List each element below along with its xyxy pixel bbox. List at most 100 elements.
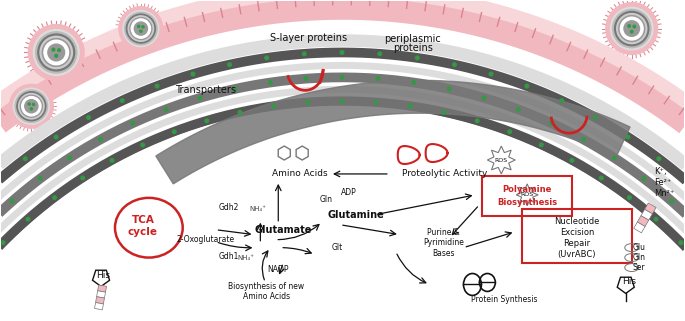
Circle shape bbox=[52, 48, 55, 51]
Circle shape bbox=[630, 30, 633, 33]
Circle shape bbox=[15, 90, 47, 122]
Text: Excision: Excision bbox=[560, 228, 594, 237]
Circle shape bbox=[132, 19, 151, 38]
Text: Mn²⁺: Mn²⁺ bbox=[653, 189, 674, 198]
Circle shape bbox=[624, 21, 640, 36]
Circle shape bbox=[22, 97, 41, 116]
Circle shape bbox=[191, 72, 195, 76]
Circle shape bbox=[134, 22, 147, 35]
Circle shape bbox=[119, 7, 163, 50]
Text: S-layer proteins: S-layer proteins bbox=[270, 32, 347, 43]
Polygon shape bbox=[296, 146, 308, 160]
Circle shape bbox=[25, 100, 38, 113]
Circle shape bbox=[30, 108, 32, 110]
Circle shape bbox=[453, 63, 456, 66]
Text: NH₄⁺: NH₄⁺ bbox=[250, 206, 267, 212]
Circle shape bbox=[32, 103, 35, 106]
Text: Transporters: Transporters bbox=[175, 85, 236, 95]
Circle shape bbox=[619, 16, 645, 41]
Text: Repair: Repair bbox=[564, 239, 590, 248]
Bar bbox=[97, 291, 105, 298]
Circle shape bbox=[138, 25, 140, 28]
Circle shape bbox=[549, 121, 553, 125]
Text: Purine &
Pyrimidine
Bases: Purine & Pyrimidine Bases bbox=[423, 228, 464, 257]
Circle shape bbox=[131, 121, 134, 125]
Circle shape bbox=[110, 159, 114, 162]
Circle shape bbox=[408, 104, 412, 108]
Circle shape bbox=[606, 3, 658, 55]
Text: Ser: Ser bbox=[632, 263, 645, 272]
Text: Glutamine: Glutamine bbox=[327, 210, 384, 220]
Text: (UvrABC): (UvrABC) bbox=[558, 250, 596, 259]
Text: Fe²⁺: Fe²⁺ bbox=[653, 178, 671, 187]
Text: Glt: Glt bbox=[332, 243, 342, 252]
Circle shape bbox=[633, 25, 636, 28]
Polygon shape bbox=[487, 146, 515, 174]
Circle shape bbox=[42, 39, 70, 66]
Circle shape bbox=[540, 143, 543, 147]
Polygon shape bbox=[516, 184, 538, 206]
Circle shape bbox=[340, 100, 344, 103]
Text: Gln: Gln bbox=[320, 195, 333, 204]
Circle shape bbox=[53, 196, 56, 199]
Circle shape bbox=[173, 130, 176, 134]
Polygon shape bbox=[278, 146, 290, 160]
Circle shape bbox=[238, 110, 242, 114]
Circle shape bbox=[489, 72, 493, 76]
Circle shape bbox=[447, 87, 451, 91]
Text: ROS: ROS bbox=[495, 158, 508, 162]
Circle shape bbox=[99, 138, 102, 141]
Circle shape bbox=[570, 159, 574, 162]
Text: proteins: proteins bbox=[393, 43, 433, 54]
Text: Biosynthesis: Biosynthesis bbox=[497, 198, 558, 207]
Circle shape bbox=[44, 40, 68, 65]
Circle shape bbox=[621, 17, 643, 40]
Circle shape bbox=[340, 51, 344, 54]
Bar bbox=[637, 216, 649, 227]
Text: TCA: TCA bbox=[132, 215, 154, 225]
Circle shape bbox=[626, 135, 630, 139]
Circle shape bbox=[306, 101, 310, 104]
Circle shape bbox=[10, 84, 53, 128]
Text: Polyamine: Polyamine bbox=[503, 185, 552, 195]
Circle shape bbox=[128, 16, 153, 41]
Circle shape bbox=[272, 104, 275, 108]
Circle shape bbox=[482, 96, 486, 100]
Circle shape bbox=[28, 25, 84, 80]
Text: NADP: NADP bbox=[268, 265, 289, 274]
Circle shape bbox=[610, 7, 653, 50]
Circle shape bbox=[81, 176, 84, 180]
Circle shape bbox=[164, 108, 168, 111]
Text: His: His bbox=[622, 277, 636, 286]
Circle shape bbox=[55, 55, 58, 57]
Circle shape bbox=[376, 77, 379, 81]
Circle shape bbox=[48, 44, 64, 61]
Circle shape bbox=[657, 157, 660, 160]
Circle shape bbox=[416, 56, 419, 60]
Circle shape bbox=[378, 52, 382, 56]
Circle shape bbox=[23, 157, 27, 160]
Circle shape bbox=[475, 119, 479, 123]
Circle shape bbox=[614, 12, 649, 46]
Circle shape bbox=[17, 92, 46, 121]
Circle shape bbox=[612, 156, 616, 160]
Circle shape bbox=[18, 93, 44, 119]
Bar bbox=[641, 209, 652, 220]
Text: ROS: ROS bbox=[521, 192, 534, 197]
Text: Gdh2: Gdh2 bbox=[219, 203, 238, 212]
Text: Amino Acids: Amino Acids bbox=[273, 169, 328, 178]
Circle shape bbox=[54, 135, 58, 139]
Text: NH₄⁺: NH₄⁺ bbox=[237, 255, 254, 261]
Circle shape bbox=[21, 95, 42, 117]
Circle shape bbox=[26, 217, 29, 221]
Circle shape bbox=[141, 143, 145, 147]
Circle shape bbox=[205, 119, 208, 123]
Circle shape bbox=[654, 217, 658, 221]
Circle shape bbox=[38, 34, 75, 71]
Text: ADP: ADP bbox=[341, 188, 357, 197]
Circle shape bbox=[628, 25, 630, 27]
Bar bbox=[96, 297, 104, 304]
Circle shape bbox=[28, 103, 30, 105]
Circle shape bbox=[127, 14, 155, 43]
Text: K⁺,: K⁺, bbox=[653, 168, 667, 177]
